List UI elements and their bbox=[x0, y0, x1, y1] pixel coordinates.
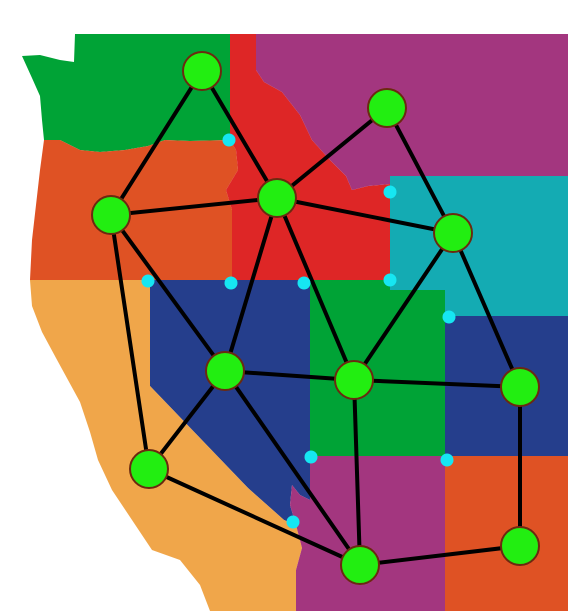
graph-node bbox=[500, 367, 540, 407]
graph-node bbox=[91, 195, 131, 235]
boundary-marker bbox=[286, 515, 300, 529]
graph-edge bbox=[109, 213, 151, 471]
region-nevada bbox=[150, 280, 310, 525]
boundary-marker bbox=[383, 185, 397, 199]
graph-node bbox=[433, 213, 473, 253]
edges-layer bbox=[109, 69, 522, 567]
region-washington bbox=[22, 34, 230, 152]
graph-edge bbox=[275, 196, 356, 382]
region-idaho bbox=[226, 34, 390, 280]
region-wyoming bbox=[390, 176, 568, 316]
graph-edge bbox=[147, 467, 362, 567]
graph-node bbox=[367, 88, 407, 128]
boundary-marker bbox=[442, 310, 456, 324]
nodes-layer bbox=[91, 51, 540, 585]
graph-edge bbox=[451, 231, 522, 389]
boundary-marker bbox=[297, 276, 311, 290]
graph-edge bbox=[109, 196, 279, 217]
graph-node bbox=[340, 545, 380, 585]
graph-edge bbox=[223, 369, 356, 382]
graph-edge bbox=[358, 544, 522, 567]
graph-edge bbox=[275, 196, 455, 235]
graph-edge bbox=[223, 196, 279, 373]
graph-node bbox=[205, 351, 245, 391]
region-arizona bbox=[290, 456, 445, 611]
boundary-marker bbox=[304, 450, 318, 464]
graph-edge bbox=[352, 378, 362, 567]
graph-edge bbox=[385, 106, 455, 235]
boundary-marker bbox=[440, 453, 454, 467]
graph-edge bbox=[147, 369, 227, 471]
boundary-marker bbox=[224, 276, 238, 290]
graph-edge bbox=[275, 106, 389, 200]
graph-edge bbox=[352, 231, 455, 382]
graph-edge bbox=[223, 369, 362, 567]
boundary-marker bbox=[383, 273, 397, 287]
graph-edge bbox=[109, 213, 227, 373]
graph-edge bbox=[352, 378, 522, 389]
region-utah bbox=[310, 280, 445, 456]
graph-node bbox=[129, 449, 169, 489]
region-oregon bbox=[30, 140, 238, 280]
boundary-marker bbox=[222, 133, 236, 147]
graph-edge bbox=[109, 69, 204, 217]
boundary-marker bbox=[141, 274, 155, 288]
graph-node bbox=[500, 526, 540, 566]
markers-layer bbox=[141, 133, 456, 529]
graph-node bbox=[257, 178, 297, 218]
graph-node bbox=[182, 51, 222, 91]
graph-node bbox=[334, 360, 374, 400]
graph-edge bbox=[200, 69, 279, 200]
